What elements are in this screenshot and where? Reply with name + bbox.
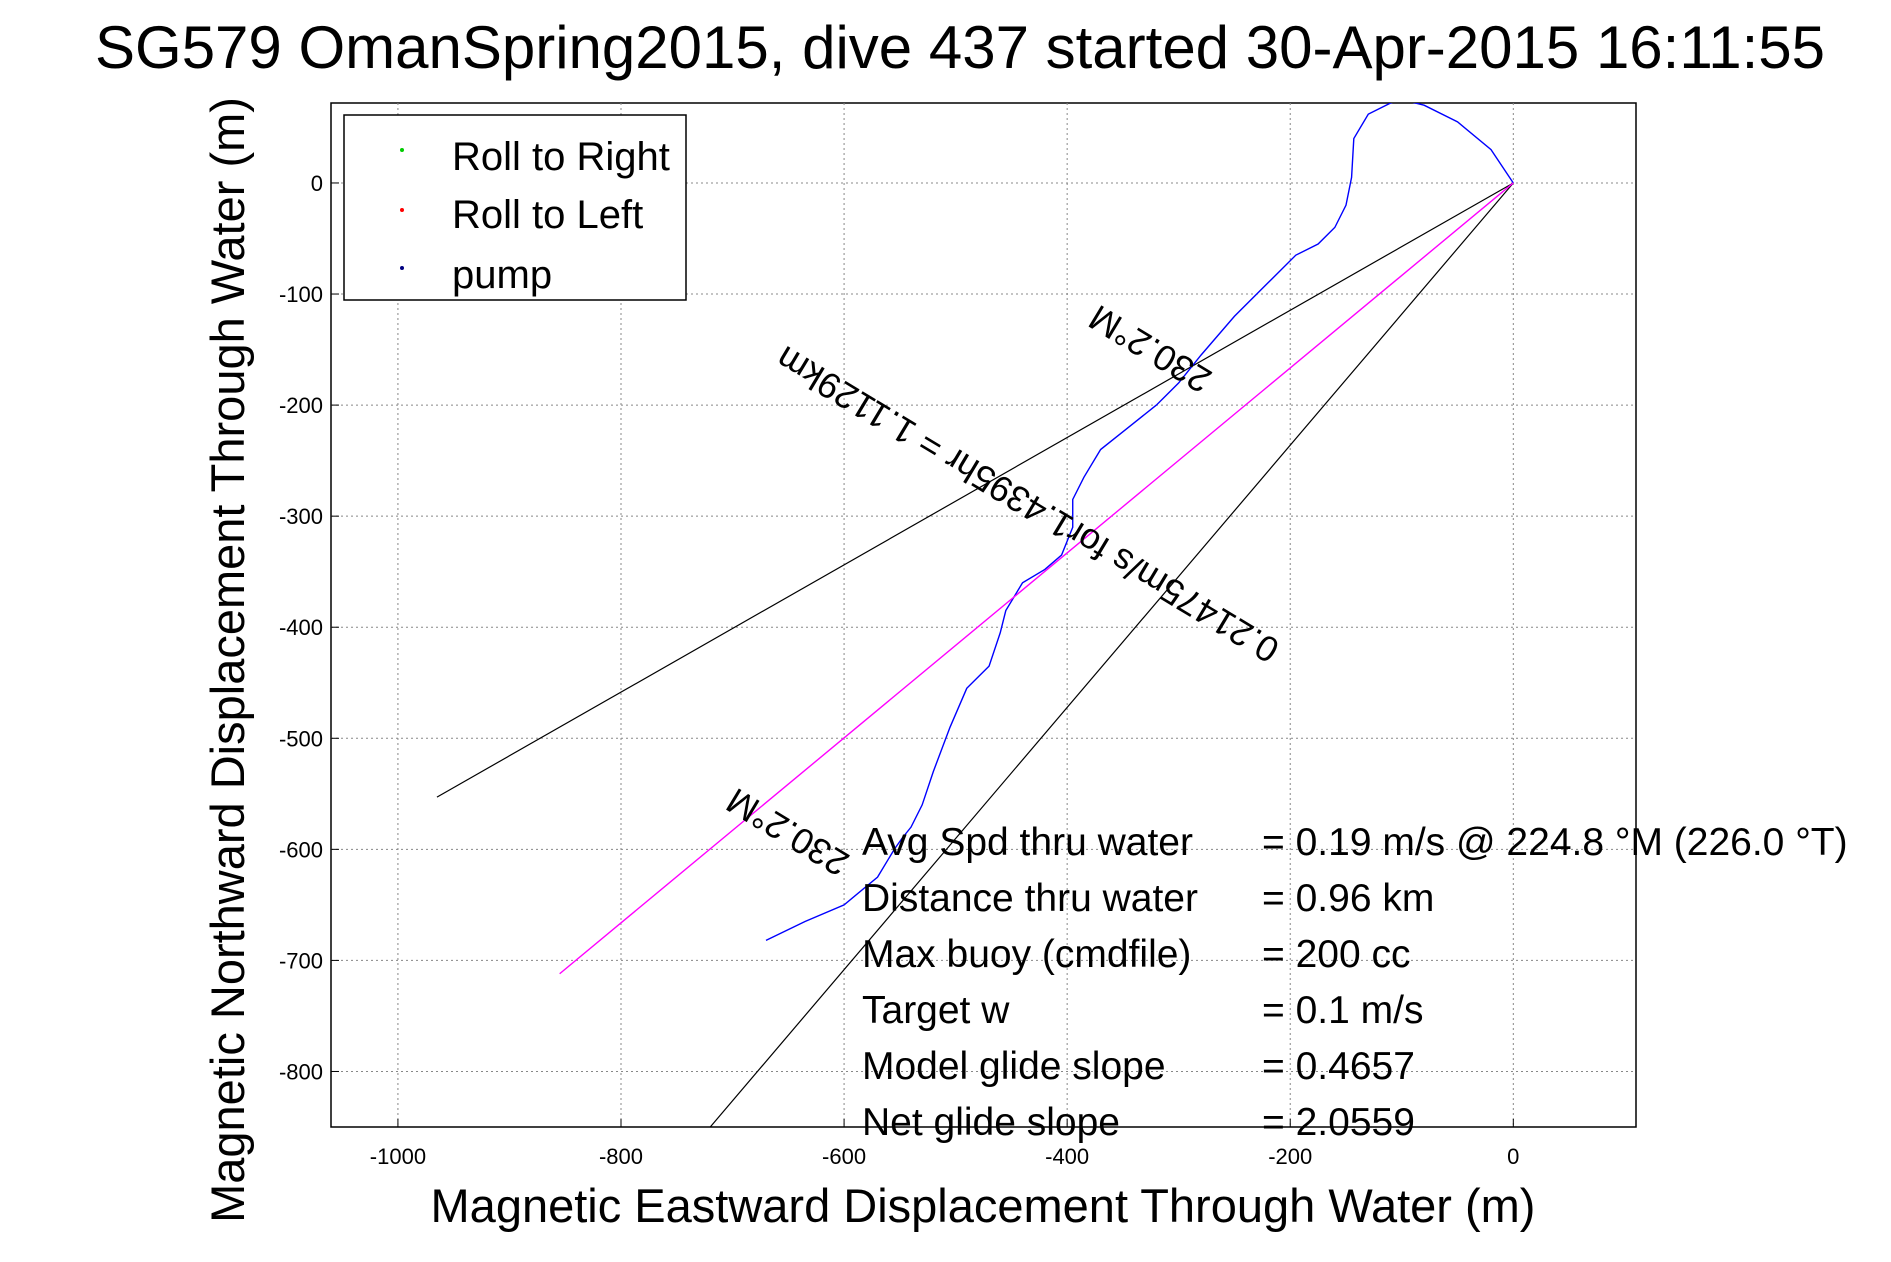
x-tick-label: -600: [822, 1144, 866, 1169]
legend-label-roll-right: Roll to Right: [452, 135, 670, 179]
stat-value: = 0.96 km: [1262, 877, 1434, 920]
stats-block: Avg Spd thru water = 0.19 m/s @ 224.8 °M …: [862, 821, 1848, 1144]
track-line: [765, 103, 1514, 942]
x-tick-label: 0: [1507, 1144, 1519, 1169]
y-tick-label: -700: [279, 948, 323, 973]
x-axis-label: Magnetic Eastward Displacement Through W…: [431, 1179, 1536, 1232]
y-tick-label: -800: [279, 1059, 323, 1084]
x-tick-label: -400: [1045, 1144, 1089, 1169]
chart-title: SG579 OmanSpring2015, dive 437 started 3…: [95, 14, 1825, 81]
y-tick-label: -100: [279, 282, 323, 307]
y-tick-label: -300: [279, 504, 323, 529]
stat-label: Distance thru water: [862, 877, 1198, 920]
stat-label: Net glide slope: [862, 1101, 1120, 1144]
stat-value: = 0.19 m/s @ 224.8 °M (226.0 °T): [1262, 821, 1848, 864]
y-tick-label: 0: [311, 171, 323, 196]
y-tick-label: -400: [279, 615, 323, 640]
legend-label-pump: pump: [452, 253, 552, 297]
y-axis-label: Magnetic Northward Displacement Through …: [201, 97, 254, 1223]
bearing-line-1: [709, 182, 1514, 1127]
legend-marker-roll-left: [400, 208, 404, 212]
net-displacement-line: [559, 182, 1514, 975]
stat-label: Model glide slope: [862, 1045, 1166, 1088]
bearing-lines: [436, 182, 1514, 1127]
bearing-line-0: [436, 182, 1514, 798]
stat-value: = 0.4657: [1262, 1045, 1415, 1088]
x-tick-label: -800: [599, 1144, 643, 1169]
legend-label-roll-left: Roll to Left: [452, 193, 643, 237]
stat-label: Avg Spd thru water: [862, 821, 1193, 864]
stat-label: Max buoy (cmdfile): [862, 933, 1191, 976]
legend-marker-roll-right: [400, 148, 404, 152]
x-tick-label: -1000: [370, 1144, 426, 1169]
y-tick-label: -200: [279, 393, 323, 418]
y-tick-label: -600: [279, 837, 323, 862]
legend: Roll to Right Roll to Left pump: [343, 114, 687, 301]
stat-label: Target w: [862, 989, 1010, 1032]
series: [559, 103, 1514, 975]
y-tick-label: -500: [279, 726, 323, 751]
stat-value: = 2.0559: [1262, 1101, 1415, 1144]
ticks: -1000 -800 -600 -400 -200 0 0 -100 -200 -300 -400 -…: [279, 171, 1519, 1169]
stat-value: = 200 cc: [1262, 933, 1411, 976]
legend-marker-pump: [400, 266, 404, 270]
x-tick-label: -200: [1268, 1144, 1312, 1169]
stat-value: = 0.1 m/s: [1262, 989, 1423, 1032]
